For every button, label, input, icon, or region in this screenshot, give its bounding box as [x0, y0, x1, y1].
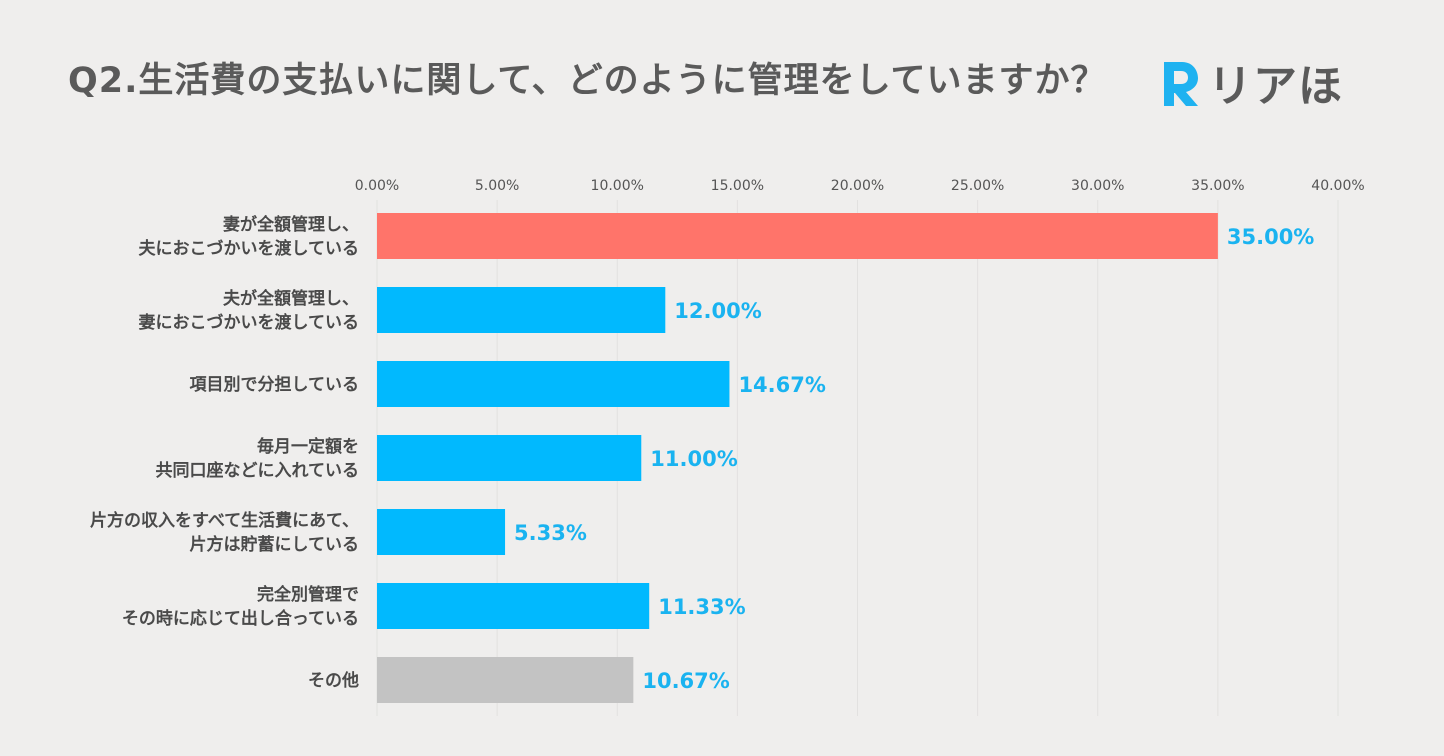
category-label: その時に応じて出し合っている	[122, 608, 359, 629]
bar	[377, 287, 666, 333]
value-label: 11.33%	[658, 595, 745, 619]
category-label: 毎月一定額を	[257, 436, 359, 457]
x-tick-label: 30.00%	[1071, 178, 1124, 194]
category-label: 項目別で分担している	[190, 375, 360, 395]
bar	[377, 509, 506, 555]
category-label: 妻が全額管理し、	[223, 214, 359, 235]
x-tick-label: 5.00%	[475, 178, 519, 194]
x-tick-label: 15.00%	[711, 178, 764, 194]
logo: リアほ	[1158, 54, 1343, 112]
category-label: 共同口座などに入れている	[156, 460, 360, 481]
x-tick-label: 0.00%	[355, 178, 399, 194]
value-label: 10.67%	[642, 669, 729, 693]
bar	[377, 361, 730, 407]
bar	[377, 583, 650, 629]
value-label: 12.00%	[674, 299, 761, 323]
logo-text: リアほ	[1208, 61, 1343, 112]
x-tick-label: 20.00%	[831, 178, 884, 194]
value-label: 35.00%	[1227, 225, 1314, 249]
category-label: 夫が全額管理し、	[223, 288, 359, 309]
value-label: 14.67%	[738, 373, 825, 397]
bar	[377, 657, 634, 703]
category-label: 完全別管理で	[257, 584, 359, 605]
bar	[377, 213, 1218, 259]
category-label: 夫におこづかいを渡している	[139, 238, 360, 259]
logo-r-icon	[1164, 62, 1198, 106]
x-tick-label: 40.00%	[1311, 178, 1364, 194]
category-label: 片方の収入をすべて生活費にあて、	[90, 510, 359, 531]
chart-title: Q2.生活費の支払いに関して、どのように管理をしていますか？	[68, 61, 1107, 101]
category-label: 妻におこづかいを渡している	[139, 312, 360, 333]
value-label: 5.33%	[514, 521, 587, 545]
bar	[377, 435, 642, 481]
x-tick-label: 25.00%	[951, 178, 1004, 194]
x-tick-label: 10.00%	[591, 178, 644, 194]
value-label: 11.00%	[650, 447, 737, 471]
category-label: その他	[308, 670, 359, 691]
category-label: 片方は貯蓄にしている	[190, 534, 360, 555]
x-tick-label: 35.00%	[1191, 178, 1244, 194]
